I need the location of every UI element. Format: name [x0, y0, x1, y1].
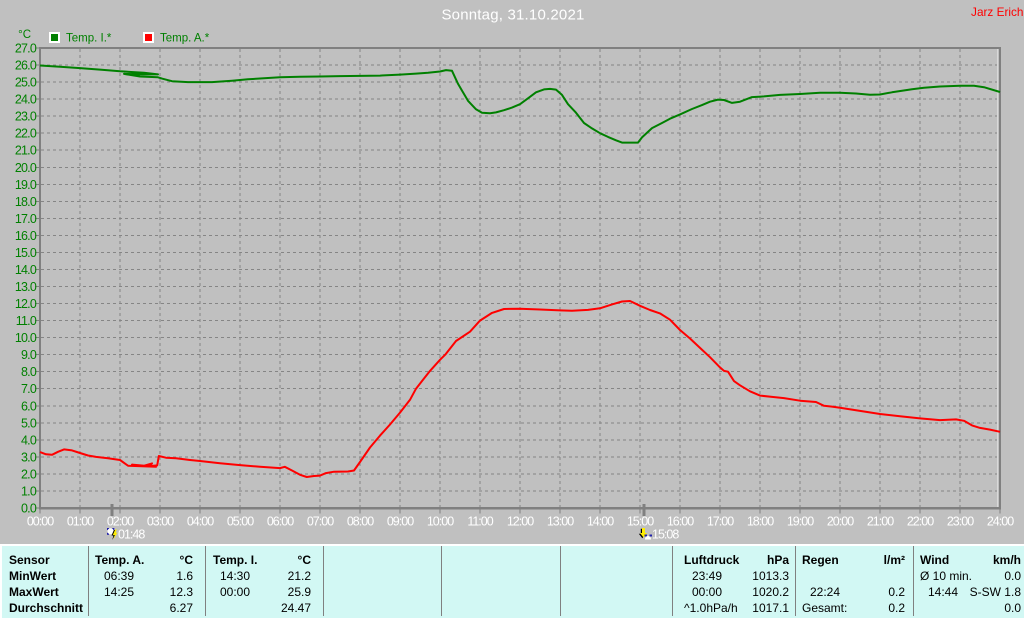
svg-text:2.0: 2.0 — [21, 467, 37, 481]
svg-text:03:00: 03:00 — [147, 515, 174, 529]
svg-text:17:00: 17:00 — [707, 515, 734, 529]
svg-text:20:00: 20:00 — [827, 515, 854, 529]
svg-text:08:00: 08:00 — [347, 515, 374, 529]
svg-text:04:00: 04:00 — [187, 515, 214, 529]
svg-text:Temp. A.*: Temp. A.* — [160, 33, 210, 45]
svg-text:21.0: 21.0 — [15, 144, 37, 158]
svg-text:07:00: 07:00 — [307, 515, 334, 529]
svg-text:Sonntag, 31.10.2021: Sonntag, 31.10.2021 — [441, 7, 584, 24]
svg-text:24:00: 24:00 — [987, 515, 1014, 529]
svg-text:20.0: 20.0 — [15, 161, 37, 175]
svg-text:19:00: 19:00 — [787, 515, 814, 529]
svg-text:19.0: 19.0 — [15, 178, 37, 192]
svg-text:05:00: 05:00 — [227, 515, 254, 529]
svg-text:7.0: 7.0 — [21, 382, 37, 396]
svg-text:06:00: 06:00 — [267, 515, 294, 529]
svg-text:9.0: 9.0 — [21, 348, 37, 362]
svg-text:8.0: 8.0 — [21, 365, 37, 379]
svg-text:Jarz Erich: Jarz Erich — [971, 5, 1023, 19]
svg-text:10:00: 10:00 — [427, 515, 454, 529]
svg-text:1.0: 1.0 — [21, 485, 37, 499]
svg-text:02:00: 02:00 — [107, 515, 134, 529]
svg-text:18.0: 18.0 — [15, 195, 37, 209]
svg-text:5.0: 5.0 — [21, 416, 37, 430]
svg-text:23.0: 23.0 — [15, 110, 37, 124]
svg-text:21:00: 21:00 — [867, 515, 894, 529]
svg-text:10.0: 10.0 — [15, 331, 37, 345]
svg-text:09:00: 09:00 — [387, 515, 414, 529]
svg-text:6.0: 6.0 — [21, 399, 37, 413]
svg-text:01:48: 01:48 — [118, 528, 145, 542]
svg-text:11:00: 11:00 — [467, 515, 493, 529]
svg-text:01:00: 01:00 — [67, 515, 94, 529]
svg-text:11.0: 11.0 — [16, 314, 37, 328]
svg-text:13:00: 13:00 — [547, 515, 574, 529]
svg-text:16:00: 16:00 — [667, 515, 694, 529]
svg-text:15:00: 15:00 — [627, 515, 654, 529]
svg-text:17.0: 17.0 — [15, 212, 37, 226]
svg-text:24.0: 24.0 — [15, 93, 37, 107]
svg-text:00:00: 00:00 — [27, 515, 54, 529]
svg-text:26.0: 26.0 — [15, 59, 37, 73]
svg-text:4.0: 4.0 — [21, 433, 37, 447]
svg-text:15:08: 15:08 — [652, 528, 679, 542]
svg-text:15.0: 15.0 — [15, 246, 37, 260]
svg-text:14:00: 14:00 — [587, 515, 614, 529]
svg-text:12:00: 12:00 — [507, 515, 534, 529]
svg-text:18:00: 18:00 — [747, 515, 774, 529]
svg-text:14.0: 14.0 — [15, 263, 37, 277]
svg-text:12.0: 12.0 — [15, 297, 37, 311]
svg-text:22.0: 22.0 — [15, 127, 37, 141]
svg-text:22:00: 22:00 — [907, 515, 934, 529]
svg-text:25.0: 25.0 — [15, 76, 37, 90]
svg-text:16.0: 16.0 — [15, 229, 37, 243]
svg-text:Temp. I.*: Temp. I.* — [66, 33, 112, 45]
svg-text:°C: °C — [18, 29, 31, 41]
svg-text:0.0: 0.0 — [21, 502, 37, 516]
svg-text:3.0: 3.0 — [21, 450, 37, 464]
svg-text:13.0: 13.0 — [15, 280, 37, 294]
svg-text:23:00: 23:00 — [947, 515, 974, 529]
svg-text:27.0: 27.0 — [15, 42, 37, 56]
